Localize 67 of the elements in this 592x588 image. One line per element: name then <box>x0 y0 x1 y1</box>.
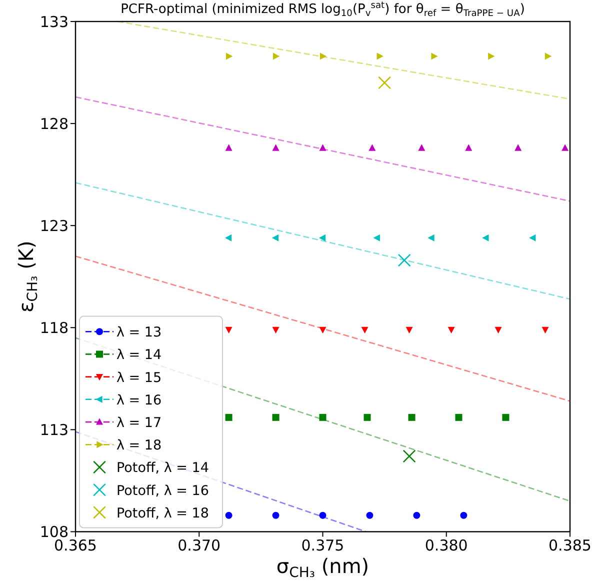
point <box>226 52 233 60</box>
point <box>373 234 380 242</box>
point <box>482 234 489 242</box>
point <box>494 326 502 334</box>
legend-label: Potoff, λ = 14 <box>116 460 209 476</box>
point <box>272 512 280 519</box>
point <box>368 144 376 151</box>
point <box>418 144 426 151</box>
legend-label: λ = 15 <box>116 370 162 386</box>
point <box>529 234 536 242</box>
point <box>366 512 374 519</box>
point <box>544 52 552 60</box>
point <box>225 512 232 519</box>
x-tick-label: 0.375 <box>301 536 344 555</box>
point <box>319 414 326 421</box>
point <box>318 234 326 242</box>
x-tick-label: 0.380 <box>424 536 468 555</box>
legend-label: λ = 13 <box>116 324 162 341</box>
point <box>224 234 232 242</box>
point <box>320 52 327 60</box>
point <box>272 234 279 242</box>
point <box>272 52 280 60</box>
point <box>272 326 280 334</box>
point <box>272 414 280 421</box>
point <box>460 512 468 519</box>
point <box>398 254 411 267</box>
point <box>542 326 549 334</box>
x-tick-label: 0.385 <box>548 536 592 555</box>
chart-title: PCFR-optimal (minimized RMS log$_{10}$(P$_{v}$$^{sat}$) for θ$_{ref}$ = θ$_{TraPPE − UA}$) <box>120 1 525 19</box>
point <box>431 52 438 60</box>
point <box>406 326 413 334</box>
y-tick-label: 133 <box>40 13 68 31</box>
x-axis-title: σ$_{CH₃}$ (nm) <box>276 554 370 582</box>
point <box>562 144 569 151</box>
x-tick-label: 0.370 <box>178 536 221 555</box>
y-tick-label: 118 <box>40 319 68 338</box>
point <box>225 144 232 151</box>
x-tick-label: 0.365 <box>54 536 97 555</box>
point <box>514 144 522 151</box>
point <box>428 234 434 242</box>
legend-label: λ = 14 <box>116 347 162 364</box>
y-tick-label: 123 <box>40 217 68 236</box>
legend-label: Potoff, λ = 16 <box>116 482 209 499</box>
point <box>319 326 326 334</box>
point <box>364 414 371 421</box>
point <box>225 326 232 334</box>
point <box>402 450 416 463</box>
legend-label: λ = 18 <box>116 438 162 454</box>
point <box>502 414 510 421</box>
point <box>378 76 392 90</box>
y-tick-label: 128 <box>40 115 68 134</box>
legend-label: λ = 17 <box>116 415 162 431</box>
point <box>319 144 326 151</box>
point <box>465 144 472 151</box>
point <box>272 144 280 151</box>
point <box>319 512 326 519</box>
point <box>413 512 420 519</box>
y-tick-label: 113 <box>40 421 68 440</box>
point <box>408 414 416 421</box>
legend-label: Potoff, λ = 18 <box>116 505 209 522</box>
point <box>225 414 232 421</box>
point <box>376 52 384 60</box>
point <box>455 414 462 421</box>
point <box>361 326 368 334</box>
legend-label: λ = 16 <box>116 392 162 408</box>
point <box>488 52 495 60</box>
point <box>448 326 455 334</box>
